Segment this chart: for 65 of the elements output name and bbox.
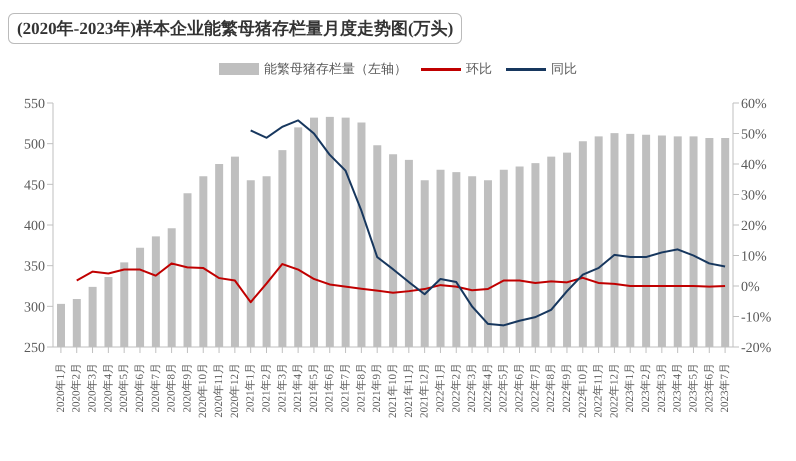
- chart-title: (2020年-2023年)样本企业能繁母猪存栏量月度走势图(万头): [8, 12, 462, 44]
- x-tick-label: 2020年8月: [166, 363, 178, 412]
- x-tick-label: 2023年2月: [640, 363, 652, 412]
- line-series: [76, 262, 726, 304]
- x-tick-label: 2023年6月: [703, 363, 716, 412]
- y2-tick-label: 20%: [741, 218, 767, 234]
- y2-tick-label: 60%: [741, 96, 767, 112]
- y-tick-label: 300: [24, 300, 45, 316]
- x-tick-label: 2022年12月: [608, 363, 620, 418]
- x-tick-label: 2020年2月: [70, 363, 83, 412]
- x-tick-label: 2022年3月: [466, 363, 478, 412]
- x-tick-label: 2020年12月: [228, 363, 241, 418]
- y2-tick-label: 50%: [741, 127, 767, 142]
- y2-tick-label: -20%: [741, 340, 772, 356]
- y2-tick-label: 10%: [741, 249, 767, 264]
- x-tick-label: 2021年6月: [324, 363, 336, 412]
- x-tick-label: 2023年1月: [624, 363, 636, 412]
- y-tick-label: 400: [24, 218, 45, 234]
- legend-label: 同比: [551, 60, 577, 78]
- x-tick-label: 2021年7月: [340, 363, 352, 412]
- x-tick-label: 2020年11月: [213, 363, 226, 418]
- x-tick-label: 2021年4月: [292, 363, 304, 412]
- y-tick-label: 350: [24, 260, 45, 275]
- x-tick-label: 2021年3月: [276, 363, 288, 412]
- y-tick-label: 550: [24, 96, 45, 112]
- x-tick-label: 2021年11月: [402, 363, 415, 418]
- x-tick-label: 2020年1月: [54, 363, 67, 412]
- x-tick-label: 2021年10月: [387, 363, 399, 418]
- x-tick-label: 2022年8月: [545, 363, 558, 412]
- x-tick-label: 2020年7月: [150, 363, 162, 412]
- line-series: [250, 119, 726, 326]
- x-tick-label: 2020年5月: [118, 363, 130, 412]
- y2-tick-label: 30%: [741, 188, 767, 204]
- x-tick-label: 2022年7月: [529, 363, 542, 412]
- legend-label: 能繁母猪存栏量（左轴）: [264, 60, 407, 78]
- x-tick-label: 2022年4月: [482, 363, 494, 412]
- x-tick-label: 2022年2月: [450, 363, 462, 412]
- x-tick-label: 2022年5月: [498, 363, 510, 412]
- y2-tick-label: 0%: [741, 280, 760, 295]
- y2-tick-label: 40%: [741, 158, 767, 173]
- x-tick-label: 2021年12月: [418, 363, 431, 418]
- x-tick-label: 2020年10月: [197, 363, 210, 418]
- x-tick-label: 2021年2月: [260, 363, 272, 412]
- x-tick-label: 2022年1月: [434, 363, 446, 412]
- y-tick-label: 250: [24, 340, 45, 356]
- x-tick-label: 2020年6月: [134, 363, 146, 412]
- y2-tick-label: -10%: [741, 310, 772, 326]
- x-tick-label: 2023年4月: [672, 363, 684, 412]
- x-tick-label: 2020年3月: [86, 363, 99, 412]
- y-tick-label: 500: [24, 138, 45, 153]
- x-tick-label: 2022年10月: [576, 363, 589, 418]
- x-tick-label: 2020年4月: [102, 363, 114, 412]
- x-tick-label: 2021年9月: [371, 363, 384, 412]
- x-tick-label: 2022年9月: [560, 363, 573, 412]
- y-tick-label: 450: [24, 178, 45, 194]
- legend-label: 环比: [466, 60, 492, 78]
- x-tick-label: 2023年5月: [687, 363, 700, 412]
- x-tick-label: 2020年9月: [181, 363, 194, 412]
- x-tick-label: 2022年11月: [592, 363, 605, 418]
- x-tick-label: 2021年5月: [308, 363, 320, 412]
- x-tick-label: 2022年6月: [514, 363, 526, 412]
- x-tick-label: 2021年8月: [355, 363, 368, 412]
- x-tick-label: 2021年1月: [244, 363, 257, 412]
- x-tick-label: 2023年3月: [656, 363, 668, 412]
- x-tick-label: 2023年7月: [719, 363, 732, 412]
